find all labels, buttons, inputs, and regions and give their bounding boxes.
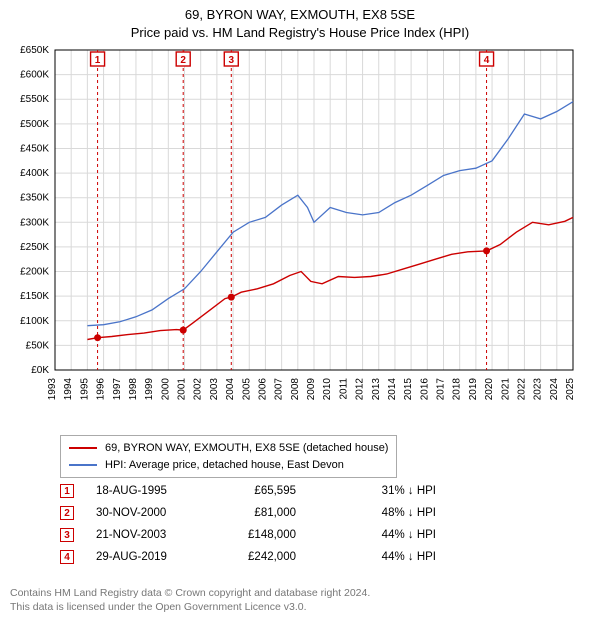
marker-num: 4	[64, 552, 70, 563]
legend-item: 69, BYRON WAY, EXMOUTH, EX8 5SE (detache…	[69, 440, 388, 457]
svg-text:2006: 2006	[257, 378, 268, 401]
marker-badge: 2	[60, 506, 74, 520]
svg-text:2025: 2025	[565, 378, 576, 401]
marker-row: 2 30-NOV-2000 £81,000 48% ↓ HPI	[60, 502, 436, 524]
legend-label: HPI: Average price, detached house, East…	[105, 457, 344, 474]
svg-text:2008: 2008	[290, 378, 301, 401]
svg-text:1993: 1993	[47, 378, 58, 401]
svg-text:2013: 2013	[371, 378, 382, 401]
svg-text:£50K: £50K	[26, 340, 50, 351]
svg-text:1: 1	[95, 55, 101, 66]
chart-svg: £0K £50K £100K £150K £200K £250K £300K £350K £40…	[0, 44, 600, 424]
legend-swatch	[69, 464, 97, 466]
marker-date: 18-AUG-1995	[96, 485, 226, 497]
marker-price: £242,000	[226, 551, 326, 563]
svg-text:2022: 2022	[516, 378, 527, 401]
svg-text:£600K: £600K	[20, 70, 49, 81]
marker-row: 4 29-AUG-2019 £242,000 44% ↓ HPI	[60, 546, 436, 568]
svg-text:2002: 2002	[193, 378, 204, 401]
svg-text:1998: 1998	[128, 378, 139, 401]
marker-pct: 48% ↓ HPI	[326, 507, 436, 519]
legend-swatch	[69, 447, 97, 449]
svg-text:£0K: £0K	[31, 365, 49, 376]
marker-pct: 44% ↓ HPI	[326, 529, 436, 541]
svg-text:2012: 2012	[355, 378, 366, 401]
svg-text:3: 3	[229, 55, 235, 66]
svg-text:2001: 2001	[177, 378, 188, 401]
svg-text:1996: 1996	[96, 378, 107, 401]
svg-text:£350K: £350K	[20, 193, 49, 204]
svg-text:£400K: £400K	[20, 168, 49, 179]
svg-text:2: 2	[180, 55, 186, 66]
marker-price: £148,000	[226, 529, 326, 541]
svg-text:2014: 2014	[387, 378, 398, 401]
svg-text:£250K: £250K	[20, 242, 49, 253]
marker-price: £65,595	[226, 485, 326, 497]
svg-text:£100K: £100K	[20, 316, 49, 327]
svg-text:2020: 2020	[484, 378, 495, 401]
marker-row: 1 18-AUG-1995 £65,595 31% ↓ HPI	[60, 480, 436, 502]
chart-title: 69, BYRON WAY, EXMOUTH, EX8 5SE Price pa…	[0, 0, 600, 46]
svg-text:2023: 2023	[533, 378, 544, 401]
svg-text:2019: 2019	[468, 378, 479, 401]
svg-text:2004: 2004	[225, 378, 236, 401]
svg-text:2005: 2005	[241, 378, 252, 401]
svg-text:2011: 2011	[338, 378, 349, 400]
title-line2: Price paid vs. HM Land Registry's House …	[0, 24, 600, 42]
svg-text:1995: 1995	[79, 378, 90, 401]
svg-text:£650K: £650K	[20, 45, 49, 56]
marker-table: 1 18-AUG-1995 £65,595 31% ↓ HPI 2 30-NOV…	[60, 480, 436, 568]
marker-date: 29-AUG-2019	[96, 551, 226, 563]
svg-text:1999: 1999	[144, 378, 155, 401]
svg-text:2009: 2009	[306, 378, 317, 401]
svg-text:1994: 1994	[63, 378, 74, 401]
marker-date: 21-NOV-2003	[96, 529, 226, 541]
marker-num: 3	[64, 530, 70, 541]
svg-text:2018: 2018	[452, 378, 463, 401]
svg-text:£200K: £200K	[20, 267, 49, 278]
marker-badge: 3	[60, 528, 74, 542]
svg-text:2010: 2010	[322, 378, 333, 401]
svg-text:£500K: £500K	[20, 119, 49, 130]
svg-text:£150K: £150K	[20, 291, 49, 302]
legend-item: HPI: Average price, detached house, East…	[69, 457, 388, 474]
marker-badge: 1	[60, 484, 74, 498]
marker-pct: 31% ↓ HPI	[326, 485, 436, 497]
svg-text:4: 4	[484, 55, 490, 66]
svg-text:2003: 2003	[209, 378, 220, 401]
page: 69, BYRON WAY, EXMOUTH, EX8 5SE Price pa…	[0, 0, 600, 620]
svg-text:2016: 2016	[419, 378, 430, 401]
svg-text:£450K: £450K	[20, 143, 49, 154]
svg-text:£300K: £300K	[20, 217, 49, 228]
svg-text:£550K: £550K	[20, 94, 49, 105]
svg-text:1997: 1997	[112, 378, 123, 401]
marker-num: 1	[64, 486, 70, 497]
legend-label: 69, BYRON WAY, EXMOUTH, EX8 5SE (detache…	[105, 440, 388, 457]
svg-text:2017: 2017	[436, 378, 447, 401]
footer: Contains HM Land Registry data © Crown c…	[10, 586, 370, 614]
title-line1: 69, BYRON WAY, EXMOUTH, EX8 5SE	[0, 6, 600, 24]
marker-badge: 4	[60, 550, 74, 564]
chart: £0K £50K £100K £150K £200K £250K £300K £350K £40…	[0, 44, 600, 424]
marker-price: £81,000	[226, 507, 326, 519]
legend: 69, BYRON WAY, EXMOUTH, EX8 5SE (detache…	[60, 435, 397, 478]
footer-line2: This data is licensed under the Open Gov…	[10, 600, 370, 614]
svg-text:2000: 2000	[160, 378, 171, 401]
footer-line1: Contains HM Land Registry data © Crown c…	[10, 586, 370, 600]
marker-num: 2	[64, 508, 70, 519]
svg-text:2007: 2007	[274, 378, 285, 401]
svg-text:2024: 2024	[549, 378, 560, 401]
svg-text:2021: 2021	[500, 378, 511, 401]
marker-date: 30-NOV-2000	[96, 507, 226, 519]
marker-pct: 44% ↓ HPI	[326, 551, 436, 563]
svg-text:2015: 2015	[403, 378, 414, 401]
marker-row: 3 21-NOV-2003 £148,000 44% ↓ HPI	[60, 524, 436, 546]
